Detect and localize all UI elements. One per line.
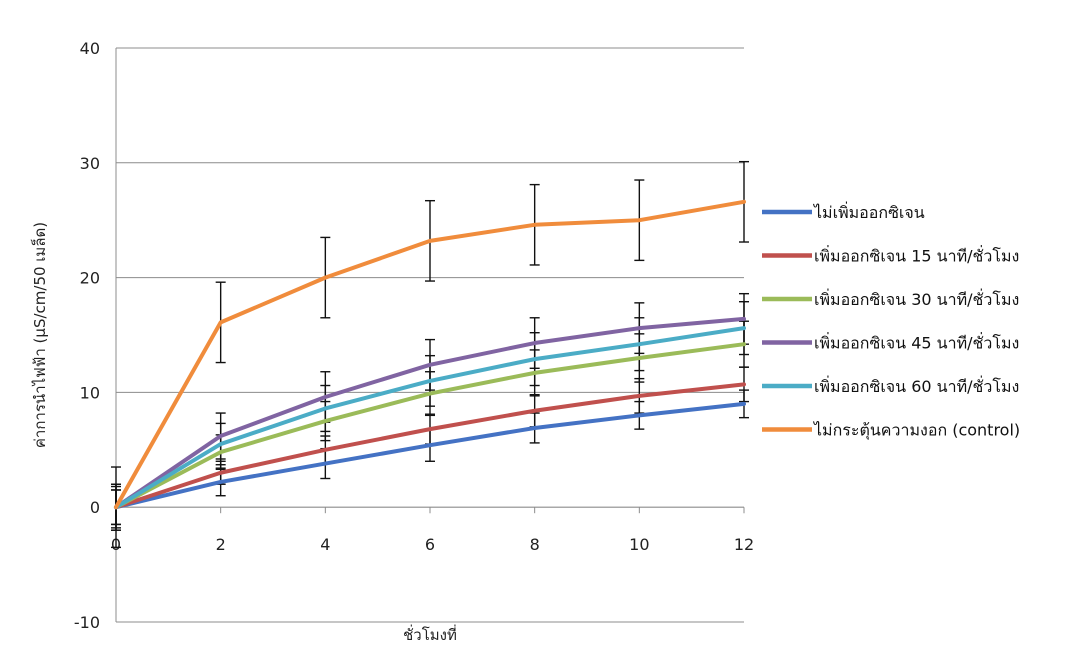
x-tick-label: 12 bbox=[734, 535, 754, 554]
y-tick-label: 30 bbox=[80, 154, 100, 173]
legend-label: เพิ่มออกซิเจน 60 นาที/ชั่วโมง bbox=[814, 375, 1019, 396]
legend-label: ไม่เพิ่มออกซิเจน bbox=[812, 201, 925, 222]
x-tick-label: 8 bbox=[530, 535, 540, 554]
legend-label: เพิ่มออกซิเจน 30 นาที/ชั่วโมง bbox=[814, 288, 1019, 309]
series-lines bbox=[114, 199, 746, 510]
x-tick-label: 10 bbox=[629, 535, 649, 554]
series-line-1 bbox=[114, 401, 746, 510]
legend-label: ไม่กระตุ้นความงอก (control) bbox=[812, 421, 1020, 441]
series-line-5 bbox=[114, 326, 746, 510]
y-axis-title: ค่าการนำไฟฟ้า (µS/cm/50 เมล็ด) bbox=[30, 222, 49, 448]
y-tick-label: 20 bbox=[80, 269, 100, 288]
y-tick-label: 40 bbox=[80, 39, 100, 58]
legend-entry: เพิ่มออกซิเจน 30 นาที/ชั่วโมง bbox=[762, 288, 1019, 309]
series-line-6 bbox=[114, 199, 746, 510]
legend-entry: เพิ่มออกซิเจน 45 นาที/ชั่วโมง bbox=[762, 332, 1019, 353]
y-tick-label: 0 bbox=[90, 498, 100, 517]
series-line-3 bbox=[114, 342, 746, 510]
legend-label: เพิ่มออกซิเจน 15 นาที/ชั่วโมง bbox=[814, 245, 1019, 266]
y-tick-label: -10 bbox=[74, 613, 100, 632]
legend-label: เพิ่มออกซิเจน 45 นาที/ชั่วโมง bbox=[814, 332, 1019, 353]
y-tick-labels: -10 0 10 20 30 40 bbox=[74, 39, 100, 632]
legend-entry: ไม่กระตุ้นความงอก (control) bbox=[762, 421, 1020, 441]
legend-entry: ไม่เพิ่มออกซิเจน bbox=[762, 201, 925, 222]
y-tick-label: 10 bbox=[80, 383, 100, 402]
x-axis-title: ชั่วโมงที่ bbox=[403, 624, 457, 644]
x-tick-label: 2 bbox=[216, 535, 226, 554]
series-line-4 bbox=[114, 316, 746, 510]
series-line-2 bbox=[114, 382, 746, 510]
x-tick-label: 6 bbox=[425, 535, 435, 554]
legend-entry: เพิ่มออกซิเจน 15 นาที/ชั่วโมง bbox=[762, 245, 1019, 266]
legend-entry: เพิ่มออกซิเจน 60 นาที/ชั่วโมง bbox=[762, 375, 1019, 396]
x-tick-label: 4 bbox=[320, 535, 330, 554]
